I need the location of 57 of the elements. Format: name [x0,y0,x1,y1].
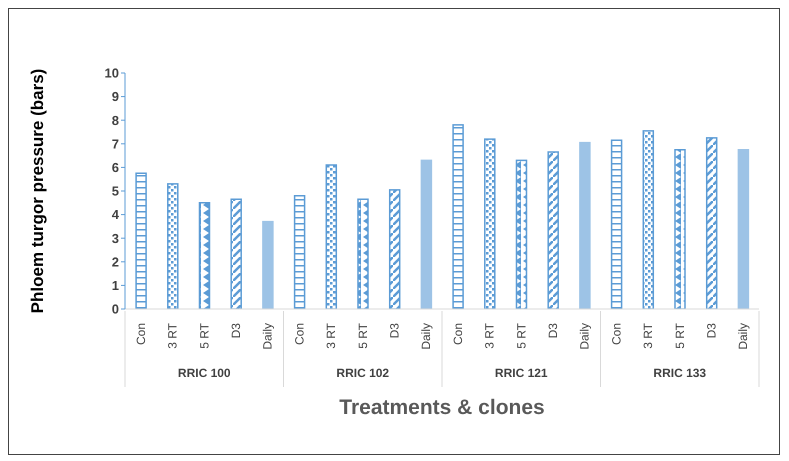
text: RRIC 121 [494,366,548,380]
x-tick-label: D3 [546,322,560,338]
y-axis-title: Phloem turgor pressure (bars) [28,68,48,314]
x-tick-label: 3 RT [482,322,497,349]
x-tick-label: 5 RT [356,322,370,349]
x-tick-label: 3 RT [166,322,180,349]
bar [262,220,274,309]
y-tick-label: 9 [112,89,119,104]
bar [135,172,147,309]
y-tick-label: 5 [112,184,119,199]
x-tick-label: D3 [704,322,718,338]
x-tick-label: Daily [260,323,275,350]
text: RRIC 102 [336,366,390,380]
bar [516,160,528,309]
bar [167,183,179,309]
y-tick-label: 0 [112,302,119,317]
x-tick-label: D3 [387,322,402,338]
x-tick-label: 3 RT [641,322,656,349]
x-tick-label: 5 RT [672,322,687,349]
bar [642,130,654,309]
text: RRIC 133 [653,366,706,380]
y-tick-label: 10 [104,66,119,81]
y-tick-label: 2 [112,254,119,270]
bar [579,142,591,309]
x-axis-title: Treatments & clones [339,396,545,419]
bar [230,198,242,309]
bar [388,189,400,309]
bar [738,148,750,309]
bar [674,148,686,309]
x-tick-label: Daily [419,323,434,350]
x-tick-label: Con [609,323,624,346]
bar [326,164,338,309]
bar [610,140,622,309]
y-tick-label: 3 [112,230,119,246]
x-tick-label: 3 RT [324,322,338,349]
y-tick-label: 7 [112,136,119,152]
x-tick-label: 5 RT [514,322,528,349]
bar [357,198,369,309]
y-tick-label: 6 [112,160,119,176]
x-tick-label: Daily [736,323,750,350]
x-tick-label: 5 RT [197,322,212,349]
y-tick-label: 4 [112,207,120,222]
bar [706,137,718,309]
x-tick-label: Con [292,323,306,346]
x-tick-label: Con [450,323,465,346]
y-tick-label: 8 [112,112,119,128]
bar [484,138,496,309]
text: RRIC 100 [178,366,231,380]
bar [547,151,559,309]
bar [198,202,210,309]
bar [294,194,306,309]
x-tick-label: Con [134,323,148,346]
bar [452,124,464,309]
bar [420,160,432,309]
x-tick-label: D3 [228,322,243,338]
x-tick-label: Daily [578,323,592,350]
y-tick-label: 1 [112,278,119,294]
